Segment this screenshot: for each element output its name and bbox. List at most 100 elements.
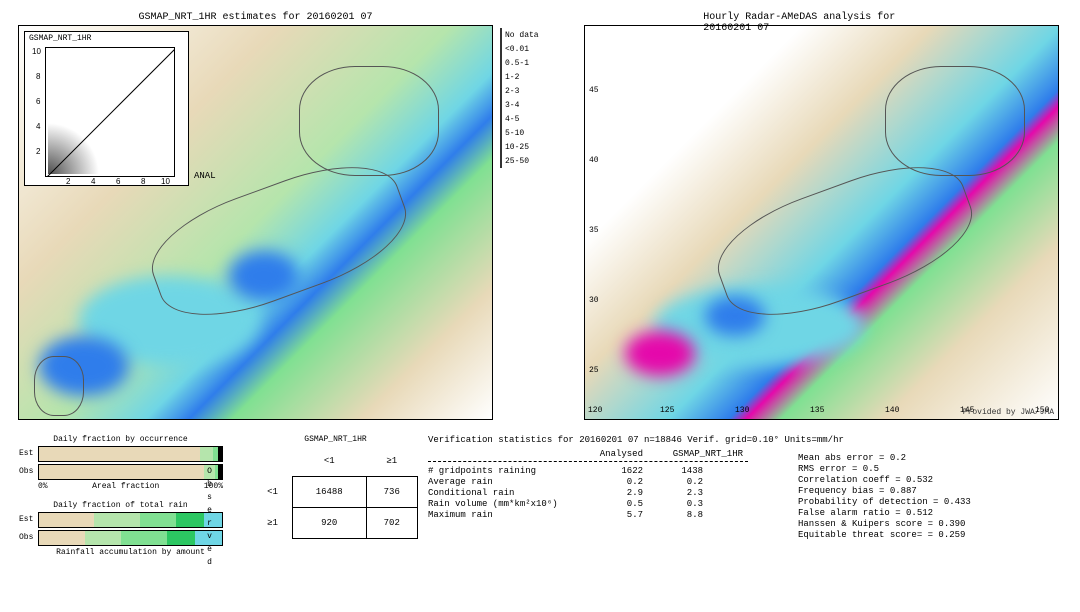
map-right-title: Hourly Radar-AMeDAS analysis for 2016020… [703, 12, 940, 34]
matrix-col-header: ≥1 [366, 446, 418, 477]
verification-stats: Verification statistics for 20160201 07 … [428, 435, 1068, 521]
matrix-row-header: ≥1 [253, 508, 292, 539]
frac-bar-est: Est [38, 446, 223, 462]
matrix-row-header: <1 [253, 477, 292, 508]
legend-swatch [500, 154, 502, 168]
score-row: Probability of detection = 0.433 [798, 497, 971, 507]
legend-label: No data [505, 31, 539, 40]
lat-label: 40 [589, 156, 599, 165]
legend-swatch [500, 98, 502, 112]
legend-swatch [500, 56, 502, 70]
tick: 2 [66, 177, 70, 186]
matrix-table: <1≥1 <116488736 ≥1920702 [253, 446, 418, 539]
color-legend: No data<0.010.5-11-22-33-44-55-1010-2525… [500, 28, 550, 168]
axis-label: 0% [38, 482, 48, 491]
stats-rows: # gridpoints raining16221438Average rain… [428, 466, 1068, 520]
frac-segment [94, 513, 140, 527]
frac-segment [85, 531, 122, 545]
map-right-panel: Hourly Radar-AMeDAS analysis for 2016020… [584, 25, 1059, 420]
lat-label: 45 [589, 86, 599, 95]
stats-label: # gridpoints raining [428, 466, 583, 476]
lon-label: 125 [660, 406, 674, 415]
stats-row: Rain volume (mm*km²x10⁶)0.50.3 [428, 499, 1068, 509]
legend-swatch [500, 28, 502, 42]
stats-value: 1438 [643, 466, 703, 476]
matrix-title: GSMAP_NRT_1HR [253, 435, 418, 444]
frac-rain-footer: Rainfall accumulation by amount [38, 548, 223, 557]
legend-label: 25-50 [505, 157, 529, 166]
stats-col-header: Analysed [583, 449, 643, 459]
legend-label: 2-3 [505, 87, 519, 96]
tick: 8 [141, 177, 145, 186]
provider-credit: Provided by JWA/JMA [963, 408, 1054, 417]
stats-scores: Mean abs error = 0.2RMS error = 0.5Corre… [798, 453, 971, 541]
inset-plot: 2 4 6 8 10 2 4 6 8 10 [45, 47, 175, 177]
stats-header: Analysed GSMAP_NRT_1HR [428, 449, 1068, 459]
score-row: Correlation coeff = 0.532 [798, 475, 971, 485]
tick: 8 [36, 72, 40, 81]
stats-value: 0.5 [583, 499, 643, 509]
legend-swatch [500, 70, 502, 84]
frac-segment [200, 447, 213, 461]
legend-entry: 25-50 [500, 154, 512, 168]
page-root: GSMAP_NRT_1HR estimates for 20160201 07 … [0, 0, 1080, 612]
tick: 2 [36, 147, 40, 156]
axis-label: Areal fraction [92, 482, 159, 491]
stats-value: 1622 [583, 466, 643, 476]
frac-segment [39, 531, 85, 545]
anal-label: ANAL [194, 171, 216, 181]
map-left-panel: GSMAP_NRT_1HR estimates for 20160201 07 … [18, 25, 493, 420]
legend-label: 4-5 [505, 115, 519, 124]
frac-bar-obs: Obs [38, 530, 223, 546]
score-row: Equitable threat score= = 0.259 [798, 530, 971, 540]
frac-segment [39, 513, 94, 527]
score-row: False alarm ratio = 0.512 [798, 508, 971, 518]
stats-row: Average rain0.20.2 [428, 477, 1068, 487]
stats-label: Rain volume (mm*km²x10⁶) [428, 499, 583, 509]
score-row: RMS error = 0.5 [798, 464, 971, 474]
legend-entry: 4-5 [500, 112, 512, 126]
stats-value: 0.2 [583, 477, 643, 487]
lat-label: 35 [589, 226, 599, 235]
stats-title: Verification statistics for 20160201 07 … [428, 435, 1068, 445]
frac-segment [121, 531, 167, 545]
score-row: Frequency bias = 0.887 [798, 486, 971, 496]
tick: 6 [116, 177, 120, 186]
bar-label: Est [19, 515, 33, 524]
score-row: Mean abs error = 0.2 [798, 453, 971, 463]
legend-entry: <0.01 [500, 42, 512, 56]
frac-segment [39, 465, 204, 479]
legend-label: 0.5-1 [505, 59, 529, 68]
legend-entry: 3-4 [500, 98, 512, 112]
matrix-col-header: <1 [292, 446, 366, 477]
legend-entry: No data [500, 28, 512, 42]
legend-label: <0.01 [505, 45, 529, 54]
frac-segment [39, 447, 200, 461]
frac-bar-obs: Obs [38, 464, 223, 480]
stats-value: 8.8 [643, 510, 703, 520]
tick: 10 [32, 47, 41, 56]
coastline [885, 66, 1025, 176]
legend-entry: 5-10 [500, 126, 512, 140]
frac-segment [140, 513, 177, 527]
frac-occ-title: Daily fraction by occurrence [18, 435, 223, 444]
matrix-cell: 736 [366, 477, 418, 508]
coastline [34, 356, 84, 416]
legend-entry: 10-25 [500, 140, 512, 154]
frac-rain-title: Daily fraction of total rain [18, 501, 223, 510]
legend-swatch [500, 140, 502, 154]
legend-swatch [500, 112, 502, 126]
frac-segment [218, 447, 222, 461]
stats-value: 5.7 [583, 510, 643, 520]
stats-row: Conditional rain2.92.3 [428, 488, 1068, 498]
legend-swatch [500, 84, 502, 98]
bottom-section: Daily fraction by occurrence Est Obs 0% … [18, 435, 1063, 610]
matrix-cell: 702 [366, 508, 418, 539]
stats-col-header: GSMAP_NRT_1HR [643, 449, 743, 459]
frac-segment [218, 465, 222, 479]
inset-title: GSMAP_NRT_1HR [29, 34, 91, 43]
stats-label: Conditional rain [428, 488, 583, 498]
frac-axis: 0% Areal fraction 100% [38, 482, 223, 491]
matrix-cell: 920 [292, 508, 366, 539]
legend-label: 3-4 [505, 101, 519, 110]
